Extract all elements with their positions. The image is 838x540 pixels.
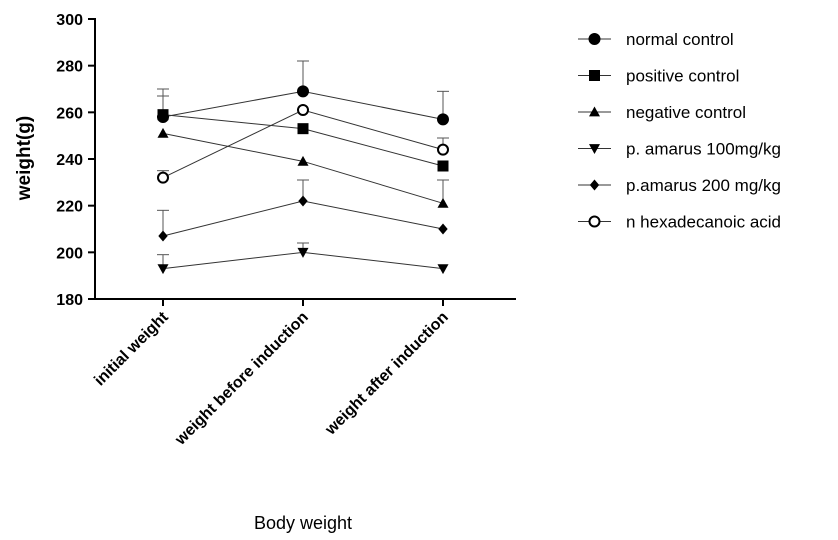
series-line <box>162 109 444 179</box>
data-point <box>157 171 169 184</box>
legend-marker <box>589 144 600 154</box>
legend-marker <box>588 33 601 45</box>
data-point <box>157 109 169 121</box>
data-point <box>437 143 449 156</box>
legend-marker <box>589 106 600 117</box>
legend-marker <box>589 179 600 191</box>
y-tick-label: 240 <box>56 152 83 169</box>
series-n-hexadecanoic-acid <box>157 104 449 184</box>
x-tick-label: weight before induction <box>172 309 312 449</box>
legend-label: p.amarus 200 mg/kg <box>626 176 781 195</box>
y-tick-label: 260 <box>56 105 83 122</box>
y-tick-label: 300 <box>56 12 83 29</box>
data-point <box>438 223 448 235</box>
x-tick-label: initial weight <box>91 308 172 389</box>
legend-marker <box>588 215 601 228</box>
data-point <box>437 264 449 275</box>
series-p-amarus-100mg-kg <box>157 242 449 275</box>
y-tick-label: 200 <box>56 245 83 262</box>
x-tick-label: weight after induction <box>322 309 452 439</box>
series-p-amarus-200-mg-kg <box>157 179 448 242</box>
data-point <box>297 85 309 98</box>
legend-item: negative control <box>578 103 746 122</box>
y-ticks: 180 200 220 240 260 280 300 <box>56 12 95 309</box>
y-axis-label: weight(g) <box>14 116 35 201</box>
data-point <box>297 123 309 135</box>
axes <box>94 18 516 300</box>
series-negative-control <box>157 127 449 208</box>
legend-item: p. amarus 100mg/kg <box>578 140 781 159</box>
legend-item: normal control <box>578 30 734 49</box>
data-point <box>437 113 449 126</box>
y-tick-label: 280 <box>56 59 83 76</box>
legend-label: n hexadecanoic acid <box>626 213 781 232</box>
legend-item: positive control <box>578 67 739 86</box>
data-point <box>297 247 309 258</box>
y-tick-label: 220 <box>56 199 83 216</box>
x-axis-label: Body weight <box>254 513 352 533</box>
data-point <box>298 195 308 207</box>
series-layer <box>157 60 449 275</box>
data-point <box>157 127 169 138</box>
legend-label: negative control <box>626 103 746 122</box>
data-point <box>158 230 168 242</box>
data-point <box>157 264 169 275</box>
series-positive-control <box>157 95 449 172</box>
legend-item: p.amarus 200 mg/kg <box>578 176 781 195</box>
legend-item: n hexadecanoic acid <box>578 213 781 232</box>
data-point <box>297 155 309 166</box>
legend-label: p. amarus 100mg/kg <box>626 140 781 159</box>
legend: normal control positive control negative c… <box>578 30 781 232</box>
x-ticks: initial weight weight before induction wei… <box>91 299 452 449</box>
data-point <box>437 160 449 172</box>
y-tick-label: 180 <box>56 292 83 309</box>
data-point <box>437 197 449 208</box>
data-point <box>297 104 309 116</box>
legend-label: positive control <box>626 67 739 86</box>
legend-label: normal control <box>626 30 734 49</box>
legend-marker <box>589 70 600 81</box>
